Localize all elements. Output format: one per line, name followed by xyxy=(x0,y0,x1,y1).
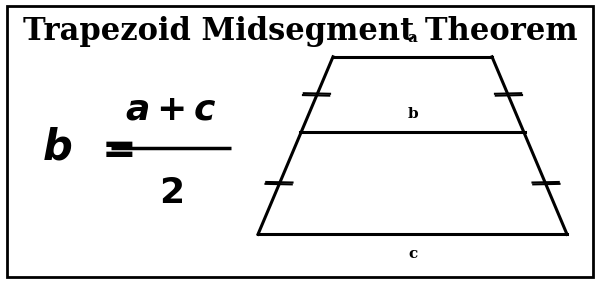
Text: a: a xyxy=(408,31,418,45)
Text: b: b xyxy=(407,106,418,121)
Text: c: c xyxy=(408,247,418,261)
Text: $\boldsymbol{=}$: $\boldsymbol{=}$ xyxy=(93,127,133,169)
Text: $\boldsymbol{2}$: $\boldsymbol{2}$ xyxy=(159,176,183,210)
Text: $\boldsymbol{a+c}$: $\boldsymbol{a+c}$ xyxy=(125,92,217,126)
Text: $\boldsymbol{b}$: $\boldsymbol{b}$ xyxy=(42,127,72,169)
Text: Trapezoid Midsegment Theorem: Trapezoid Midsegment Theorem xyxy=(23,16,577,47)
